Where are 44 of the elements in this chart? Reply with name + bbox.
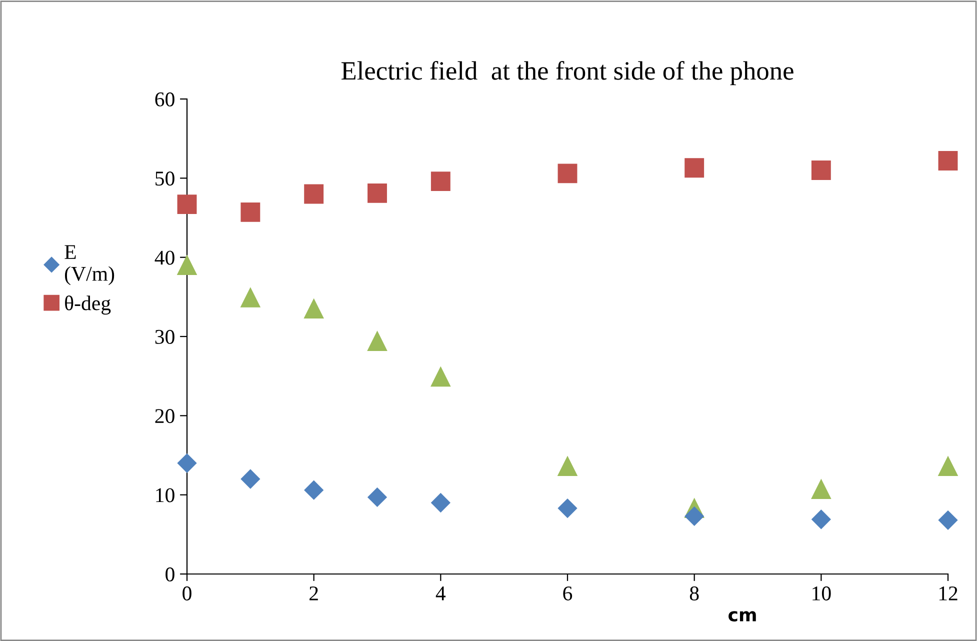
y-tick-label: 20 <box>155 409 174 424</box>
point <box>684 158 704 178</box>
point <box>938 510 958 530</box>
point <box>177 194 197 214</box>
x-tick-label: 12 <box>939 586 958 600</box>
x-tick-label: 2 <box>310 586 318 600</box>
legend-label: θ-deg <box>65 296 111 315</box>
y-tick-label: 40 <box>154 250 174 265</box>
legend-label: E (V/m) <box>64 245 114 286</box>
y-tick-label: 50 <box>156 172 174 186</box>
point <box>240 202 260 222</box>
point <box>368 332 387 351</box>
x-tick-label: 8 <box>690 586 699 600</box>
y-tick-label: 60 <box>155 92 174 106</box>
point <box>684 506 704 526</box>
point <box>938 456 958 476</box>
point <box>938 151 958 170</box>
point <box>304 480 324 500</box>
point <box>812 510 831 529</box>
point <box>811 480 831 500</box>
point <box>430 172 450 192</box>
point <box>811 160 831 180</box>
point <box>177 454 197 473</box>
point <box>240 288 260 308</box>
point <box>368 488 387 507</box>
y-tick-label: 30 <box>155 330 174 344</box>
x-tick-label: 4 <box>436 586 446 600</box>
x-tick-label: 0 <box>182 586 192 600</box>
point <box>558 498 578 518</box>
chart-title: Electric field at the front side of the phone <box>341 60 794 86</box>
x-tick-label: 10 <box>812 586 831 600</box>
point <box>558 164 578 184</box>
y-tick-label: 0 <box>166 567 174 582</box>
x-tick-label: 6 <box>563 586 572 600</box>
point <box>240 469 260 489</box>
point <box>177 256 197 275</box>
x-axis-title: cm <box>728 611 756 622</box>
point <box>304 184 324 204</box>
point <box>368 183 387 203</box>
point <box>558 456 578 476</box>
point <box>431 493 450 512</box>
y-tick-label: 10 <box>156 488 174 502</box>
point <box>430 367 450 387</box>
point <box>304 299 324 319</box>
